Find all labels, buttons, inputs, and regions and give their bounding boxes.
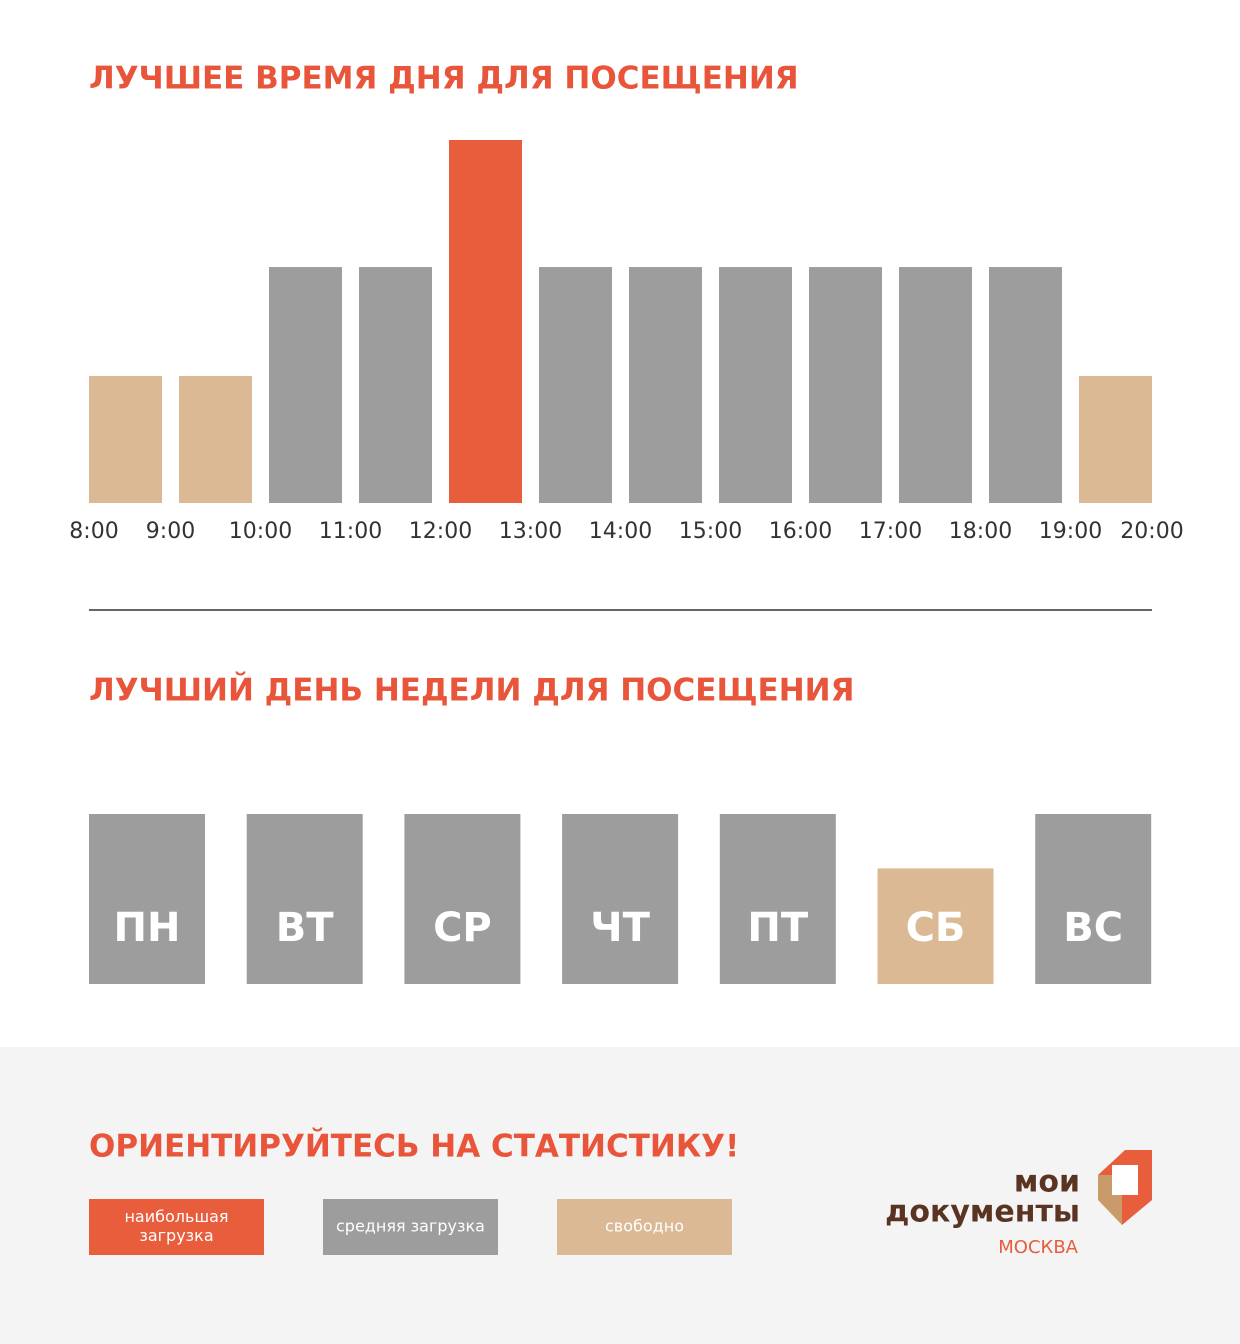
legend-label: свободно: [605, 1217, 684, 1236]
bar: [1079, 375, 1152, 503]
hour-title: ЛУЧШЕЕ ВРЕМЯ ДНЯ ДЛЯ ПОСЕЩЕНИЯ: [89, 61, 799, 97]
bar: [562, 814, 679, 984]
bar: [404, 814, 521, 984]
bar-label: СБ: [906, 905, 966, 951]
bar-label: СР: [433, 905, 492, 951]
x-tick-label: 13:00: [499, 519, 562, 544]
x-tick-label: 12:00: [409, 519, 472, 544]
bar: [809, 267, 882, 503]
x-tick-label: 10:00: [229, 519, 292, 544]
bar: [89, 814, 205, 984]
bar: [449, 140, 522, 503]
bar: [719, 814, 836, 984]
legend-swatch: [89, 1199, 264, 1255]
bar: [989, 267, 1062, 503]
bar: [719, 267, 792, 503]
x-tick-label: 11:00: [319, 519, 382, 544]
bar: [359, 267, 432, 503]
bar: [539, 267, 612, 503]
x-tick-label: 18:00: [949, 519, 1012, 544]
logo-line2: документы: [885, 1195, 1080, 1230]
day-title: ЛУЧШИЙ ДЕНЬ НЕДЕЛИ ДЛЯ ПОСЕЩЕНИЯ: [89, 673, 855, 709]
logo-city: МОСКВА: [998, 1237, 1078, 1258]
footer-title: ОРИЕНТИРУЙТЕСЬ НА СТАТИСТИКУ!: [89, 1129, 739, 1165]
bar-label: ЧТ: [590, 905, 650, 951]
x-tick-label: 14:00: [589, 519, 652, 544]
logo-line1: мои: [1014, 1165, 1080, 1200]
x-tick-label: 16:00: [769, 519, 832, 544]
bar-label: ПТ: [747, 905, 808, 951]
legend-label: средняя загрузка: [336, 1217, 485, 1236]
bar: [179, 375, 252, 503]
bar: [269, 267, 342, 503]
bar: [246, 814, 363, 984]
logo: мои документы МОСКВА: [885, 1150, 1152, 1258]
bar: [1035, 814, 1152, 984]
x-tick-label: 19:00: [1039, 519, 1102, 544]
x-tick-label: 20:00: [1120, 519, 1183, 544]
bar: [89, 375, 162, 503]
footer-bg: [0, 1047, 1240, 1344]
x-tick-label: 15:00: [679, 519, 742, 544]
x-tick-label: 17:00: [859, 519, 922, 544]
bar-label: ВС: [1063, 905, 1123, 951]
legend-swatch: [557, 1199, 732, 1255]
x-tick-label: 8:00: [69, 519, 118, 544]
bar-label: ПН: [114, 905, 181, 951]
legend-swatch: [323, 1199, 498, 1255]
legend-label: загрузка: [139, 1226, 213, 1245]
legend-label: наибольшая: [124, 1207, 228, 1226]
bar-label: ВТ: [276, 905, 334, 951]
bar: [877, 868, 994, 984]
x-tick-label: 9:00: [146, 519, 195, 544]
bar: [899, 267, 972, 503]
logo-icon-page: [1112, 1165, 1138, 1195]
bar: [629, 267, 702, 503]
